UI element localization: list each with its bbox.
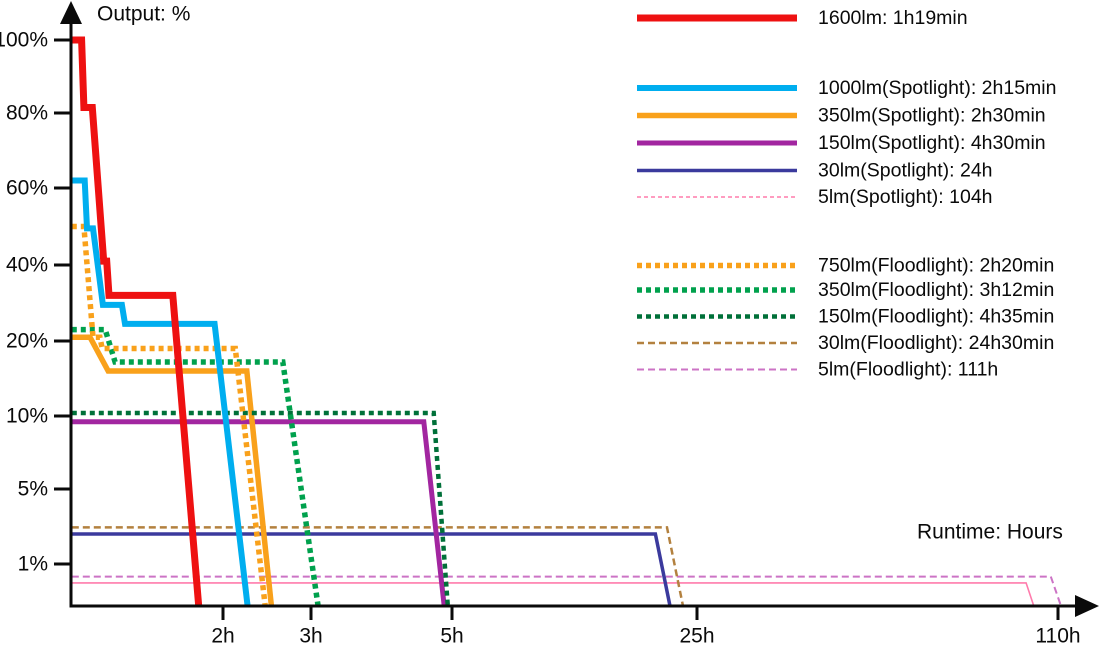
legend-row-5lm-floodlight: 5lm(Floodlight): 111h: [637, 359, 998, 381]
legend-row-150lm-floodlight: 150lm(Floodlight): 4h35min: [637, 306, 1054, 328]
legend-label-5lm-spotlight: 5lm(Spotlight): 104h: [818, 186, 993, 208]
legend-label-30lm-floodlight: 30lm(Floodlight): 24h30min: [818, 332, 1054, 354]
legend-label-150lm-spotlight: 150lm(Spotlight): 4h30min: [818, 132, 1046, 154]
axes: [69, 12, 1078, 608]
legend-label-350lm-spotlight: 350lm(Spotlight): 2h30min: [818, 105, 1046, 127]
series-line-30lm-floodlight: [71, 526, 685, 607]
legend-label-350lm-floodlight: 350lm(Floodlight): 3h12min: [818, 279, 1054, 301]
x-tick-label: 25h: [679, 625, 714, 647]
series-line-1000lm-spotlight: [71, 177, 251, 607]
legend-label-5lm-floodlight: 5lm(Floodlight): 111h: [818, 359, 998, 381]
legend-row-30lm-floodlight: 30lm(Floodlight): 24h30min: [637, 332, 1054, 354]
series-line-350lm-floodlight: [71, 326, 321, 607]
y-tick-label: 80%: [6, 102, 48, 125]
legend-label-1000lm-spotlight: 1000lm(Spotlight): 2h15min: [818, 77, 1056, 99]
y-axis-arrow-icon: [60, 1, 82, 24]
legend-label-750lm-floodlight: 750lm(Floodlight): 2h20min: [818, 255, 1054, 277]
y-tick-label: 20%: [6, 330, 48, 353]
y-tick-label: 5%: [18, 478, 48, 501]
series-line-5lm-floodlight: [71, 575, 1062, 607]
legend-row-750lm-floodlight: 750lm(Floodlight): 2h20min: [637, 255, 1054, 277]
series-line-5lm-spotlight: [71, 582, 1035, 607]
legend-label-150lm-floodlight: 150lm(Floodlight): 4h35min: [818, 306, 1054, 328]
legend-row-150lm-spotlight: 150lm(Spotlight): 4h30min: [637, 132, 1046, 154]
x-axis-arrow-icon: [1075, 595, 1099, 617]
x-tick-label: 110h: [1035, 625, 1080, 647]
y-tick-label: 40%: [6, 254, 48, 277]
legend: 1600lm: 1h19min 1000lm(Spotlight): 2h15mi…: [637, 7, 1056, 381]
y-tick-label: 60%: [6, 177, 48, 200]
y-tick-label: 10%: [6, 405, 48, 428]
x-tick-label: 3h: [299, 625, 322, 647]
series-line-750lm-floodlight: [71, 223, 268, 607]
legend-row-1600lm: 1600lm: 1h19min: [637, 7, 968, 29]
x-tick-label: 2h: [211, 625, 234, 647]
x-axis-title: Runtime: Hours: [917, 521, 1063, 544]
y-tick-label: 1%: [18, 553, 48, 576]
legend-row-5lm-spotlight: 5lm(Spotlight): 104h: [637, 186, 993, 208]
legend-row-350lm-spotlight: 350lm(Spotlight): 2h30min: [637, 105, 1046, 127]
series-line-150lm-floodlight: [71, 410, 451, 607]
y-tick-label: 100%: [0, 29, 48, 52]
legend-label-1600lm: 1600lm: 1h19min: [818, 7, 968, 29]
series-line-1600lm: [71, 36, 203, 607]
legend-row-1000lm-spotlight: 1000lm(Spotlight): 2h15min: [637, 77, 1056, 99]
legend-label-30lm-spotlight: 30lm(Spotlight): 24h: [818, 160, 993, 182]
series-line-150lm-spotlight: [71, 419, 447, 607]
series-line-350lm-spotlight: [71, 334, 275, 607]
y-axis-title: Output: %: [97, 3, 190, 26]
legend-row-30lm-spotlight: 30lm(Spotlight): 24h: [637, 160, 993, 182]
series-line-30lm-spotlight: [71, 532, 672, 607]
legend-row-350lm-floodlight: 350lm(Floodlight): 3h12min: [637, 279, 1054, 301]
x-tick-label: 5h: [440, 625, 463, 647]
